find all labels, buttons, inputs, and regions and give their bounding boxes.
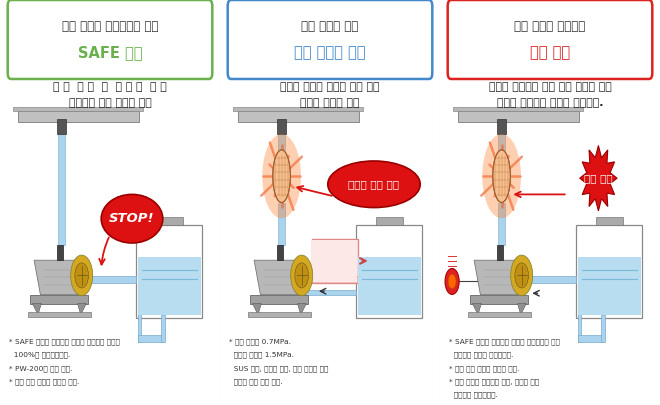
Text: 차 단  운 전  시  송 액 의  힘 을: 차 단 운 전 시 송 액 의 힘 을 — [53, 82, 167, 92]
Polygon shape — [77, 304, 86, 315]
Text: 릴리프 밸브 선정 불가.: 릴리프 밸브 선정 불가. — [229, 378, 282, 385]
Bar — [453, 107, 583, 111]
Bar — [578, 283, 581, 342]
Bar — [578, 335, 603, 342]
Bar — [298, 290, 356, 295]
Ellipse shape — [328, 161, 420, 207]
Text: SAFE 모드: SAFE 모드 — [78, 45, 143, 60]
Polygon shape — [298, 304, 306, 315]
Circle shape — [448, 274, 456, 289]
Bar — [468, 312, 531, 317]
Bar — [529, 276, 576, 283]
Text: 릴리프 밸브가 작동: 릴리프 밸브가 작동 — [300, 98, 360, 108]
Text: 경보 기능: 경보 기능 — [530, 45, 570, 60]
Bar — [58, 122, 65, 245]
Text: 압력을 자동 개방: 압력을 자동 개방 — [348, 179, 399, 189]
Text: 이상 압력을 알려주는: 이상 압력을 알려주는 — [514, 20, 585, 33]
Bar — [30, 295, 88, 304]
Bar — [498, 202, 505, 245]
Text: SUS 타입, 고점도 타입, 고압 타입은 간이: SUS 타입, 고점도 타입, 고압 타입은 간이 — [229, 365, 328, 371]
Bar — [356, 225, 422, 318]
Text: 압력에서 경보를 출력합니다.: 압력에서 경보를 출력합니다. — [449, 352, 513, 358]
Bar — [138, 257, 201, 315]
Bar — [471, 295, 529, 304]
Bar — [89, 276, 137, 283]
Circle shape — [290, 255, 313, 296]
Bar — [457, 111, 579, 122]
Bar — [576, 225, 642, 318]
Circle shape — [295, 263, 308, 288]
Text: * SAFE 모드와 병용하는 경우는 평상시보다 낮은: * SAFE 모드와 병용하는 경우는 평상시보다 낮은 — [449, 338, 560, 345]
Bar — [277, 245, 282, 260]
Text: * PW-200은 사용 불가.: * PW-200은 사용 불가. — [9, 365, 72, 371]
Bar — [28, 312, 90, 317]
Polygon shape — [273, 150, 290, 202]
Bar — [312, 239, 358, 283]
Circle shape — [75, 263, 88, 288]
Text: STOP!: STOP! — [110, 212, 154, 225]
Circle shape — [445, 269, 459, 294]
Ellipse shape — [101, 194, 163, 243]
FancyBboxPatch shape — [8, 0, 213, 79]
Bar — [57, 119, 67, 134]
Text: 이상 압력을 빼는: 이상 압력을 빼는 — [302, 20, 358, 33]
Bar — [277, 119, 286, 134]
Bar — [233, 107, 363, 111]
Text: 보일러 타입은 1.5MPa.: 보일러 타입은 1.5MPa. — [229, 352, 294, 358]
Bar — [498, 122, 505, 150]
Bar — [137, 225, 203, 318]
FancyBboxPatch shape — [447, 0, 652, 79]
Text: * 공장 출하 시에는 무효로 설정.: * 공장 출하 시에는 무효로 설정. — [449, 365, 519, 371]
Bar — [162, 315, 166, 342]
Bar — [497, 119, 506, 134]
Polygon shape — [32, 304, 42, 315]
Polygon shape — [579, 145, 617, 211]
Bar — [601, 315, 605, 342]
Ellipse shape — [482, 134, 521, 218]
Text: 제어하여 압력 상승을 방지: 제어하여 압력 상승을 방지 — [69, 98, 151, 108]
Text: 이상 압력을 발생시키지 않는: 이상 압력을 발생시키지 않는 — [62, 20, 158, 33]
Polygon shape — [473, 304, 481, 315]
Bar — [238, 111, 358, 122]
Text: 배관의 막힘이나 차단 운전 등에서 이상: 배관의 막힘이나 차단 운전 등에서 이상 — [488, 82, 611, 92]
Circle shape — [515, 263, 529, 288]
Text: * 표준 타입은 0.7MPa.: * 표준 타입은 0.7MPa. — [229, 338, 291, 345]
Text: * 공장 출하 시에는 무효로 설정.: * 공장 출하 시에는 무효로 설정. — [9, 378, 79, 385]
Bar — [358, 257, 420, 315]
Bar — [376, 217, 403, 225]
Polygon shape — [493, 150, 510, 202]
Polygon shape — [253, 304, 261, 315]
Polygon shape — [34, 260, 84, 295]
Bar — [312, 240, 357, 282]
Bar — [18, 111, 139, 122]
Bar — [250, 295, 308, 304]
Ellipse shape — [262, 134, 301, 218]
Bar — [57, 245, 63, 260]
Polygon shape — [517, 304, 526, 315]
Bar — [13, 107, 143, 111]
Text: 100%로 설정하십시오.: 100%로 설정하십시오. — [9, 352, 70, 358]
FancyBboxPatch shape — [228, 0, 432, 79]
Text: * SAFE 모드를 사용하는 경우는 스트로크 길이를: * SAFE 모드를 사용하는 경우는 스트로크 길이를 — [9, 338, 119, 345]
Bar — [578, 257, 641, 315]
Text: 압력이 설정값 이상이 되면 간이: 압력이 설정값 이상이 되면 간이 — [280, 82, 380, 92]
Text: 압력이 발생하면 경보로 알려준다.: 압력이 발생하면 경보로 알려준다. — [497, 98, 603, 108]
Text: * 경보 기능을 사용하는 경우, 별도의 신호: * 경보 기능을 사용하는 경우, 별도의 신호 — [449, 378, 539, 385]
Circle shape — [71, 255, 92, 296]
Bar — [310, 276, 360, 283]
Bar — [596, 217, 622, 225]
Bar — [279, 122, 285, 150]
Polygon shape — [474, 260, 525, 295]
Text: 경보 출력: 경보 출력 — [584, 173, 612, 183]
Bar — [248, 312, 311, 317]
Bar — [156, 217, 183, 225]
Bar — [279, 202, 285, 245]
Bar — [137, 283, 141, 342]
Text: 간이 릴리프 밸브: 간이 릴리프 밸브 — [294, 45, 366, 60]
Text: 케이블이 필요합니다.: 케이블이 필요합니다. — [449, 392, 498, 398]
Polygon shape — [254, 260, 305, 295]
Bar — [137, 335, 163, 342]
Circle shape — [511, 255, 533, 296]
Bar — [497, 245, 503, 260]
